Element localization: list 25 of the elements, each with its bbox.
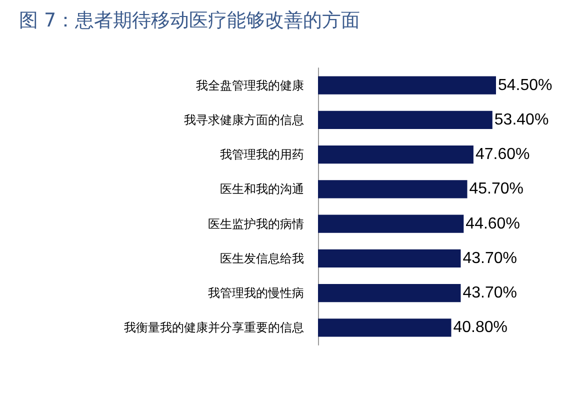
y-tick-label: 医生和我的沟通	[220, 182, 304, 196]
bar	[318, 249, 461, 268]
bar	[318, 146, 474, 164]
data-label: 47.60%	[475, 146, 530, 164]
chart-title: 图 7：患者期待移动医疗能够改善的方面	[19, 10, 360, 32]
bar	[318, 318, 452, 337]
y-tick-label: 我全盘管理我的健康	[196, 78, 304, 92]
bar	[318, 284, 461, 302]
data-label: 45.70%	[469, 180, 524, 198]
data-label: 43.70%	[462, 284, 517, 302]
bar	[318, 214, 464, 233]
data-label: 44.60%	[466, 215, 520, 232]
y-tick-label: 医生监护我的病情	[208, 216, 304, 231]
bar	[318, 180, 468, 198]
data-label: 40.80%	[453, 319, 508, 336]
y-tick-label: 我衡量我的健康并分享重要的信息	[124, 320, 304, 335]
data-label: 53.40%	[494, 111, 549, 128]
data-label: 54.50%	[498, 76, 552, 94]
data-label: 43.70%	[462, 250, 517, 267]
bar	[318, 110, 492, 129]
y-tick-label: 我管理我的用药	[220, 148, 304, 162]
bar	[318, 76, 496, 94]
y-tick-label: 我寻求健康方面的信息	[184, 112, 304, 127]
y-tick-label: 我管理我的慢性病	[208, 286, 304, 300]
y-tick-label: 医生发信息给我	[220, 251, 304, 266]
